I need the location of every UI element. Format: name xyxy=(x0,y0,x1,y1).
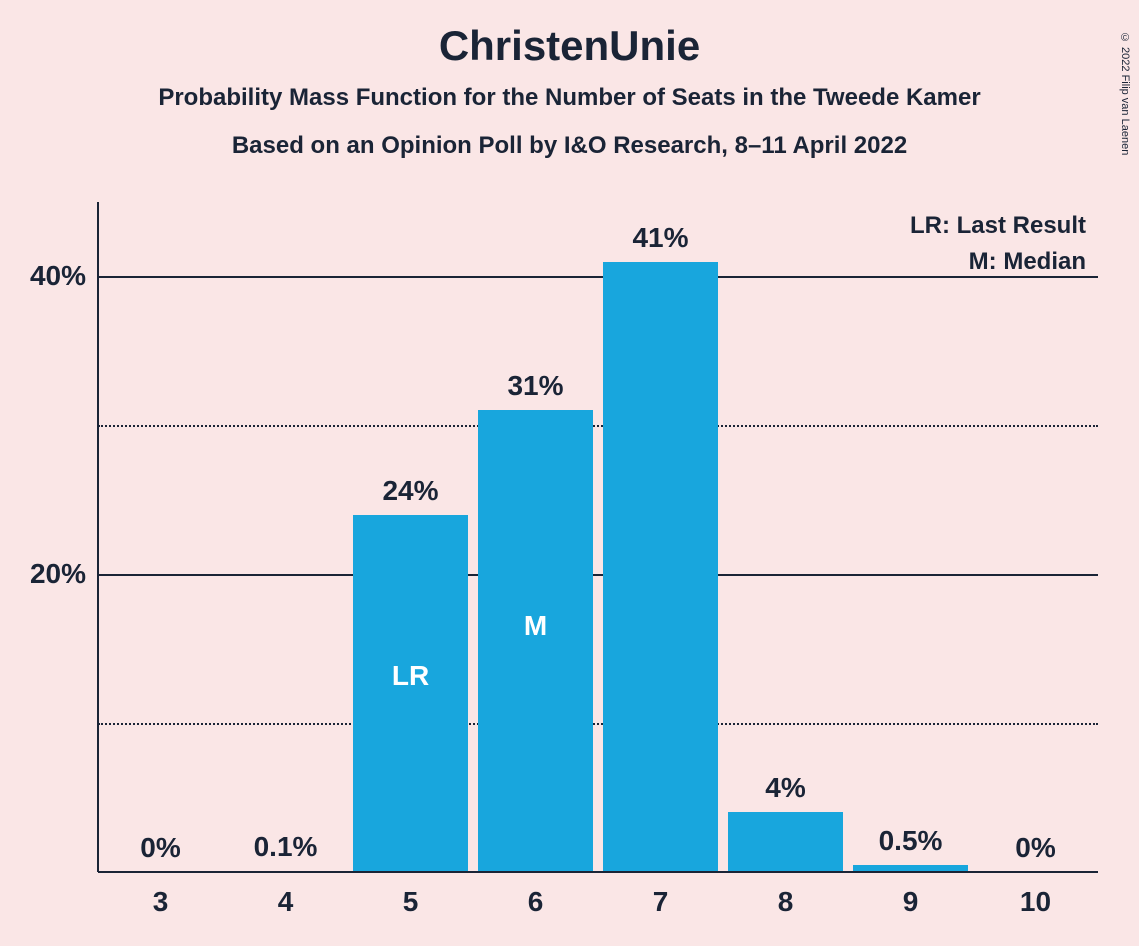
bar: 31%M xyxy=(478,410,593,872)
copyright-text: © 2022 Filip van Laenen xyxy=(1119,32,1131,155)
bar-inner-label: M xyxy=(524,610,547,642)
x-tick-label: 9 xyxy=(903,886,919,918)
x-tick-label: 3 xyxy=(153,886,169,918)
x-tick-label: 6 xyxy=(528,886,544,918)
chart-subtitle-1: Probability Mass Function for the Number… xyxy=(0,84,1139,112)
bar-value-label: 41% xyxy=(632,222,688,254)
bar-value-label: 0.5% xyxy=(879,825,943,857)
bar: 41% xyxy=(603,262,718,872)
bar: 24%LR xyxy=(353,515,468,872)
legend-line: LR: Last Result xyxy=(910,208,1086,244)
bar: 4% xyxy=(728,812,843,872)
chart-subtitle-2: Based on an Opinion Poll by I&O Research… xyxy=(0,132,1139,160)
y-tick-label: 40% xyxy=(30,260,86,292)
gridline-minor xyxy=(98,425,1098,427)
bar-inner-label: LR xyxy=(392,660,429,692)
y-tick-label: 20% xyxy=(30,558,86,590)
bar-value-label: 31% xyxy=(507,370,563,402)
bar-value-label: 4% xyxy=(765,772,805,804)
legend-line: M: Median xyxy=(910,244,1086,280)
x-tick-label: 7 xyxy=(653,886,669,918)
gridline-major xyxy=(98,574,1098,576)
x-tick-label: 5 xyxy=(403,886,419,918)
y-axis xyxy=(97,202,99,872)
gridline-minor xyxy=(98,723,1098,725)
bar-value-label: 0.1% xyxy=(254,831,318,863)
x-axis xyxy=(98,871,1098,873)
x-tick-label: 8 xyxy=(778,886,794,918)
chart-title: ChristenUnie xyxy=(0,22,1139,70)
bar-value-label: 24% xyxy=(382,475,438,507)
legend: LR: Last ResultM: Median xyxy=(910,208,1086,280)
bar-value-label: 0% xyxy=(1015,832,1055,864)
bar-value-label: 0% xyxy=(140,832,180,864)
x-tick-label: 10 xyxy=(1020,886,1051,918)
x-tick-label: 4 xyxy=(278,886,294,918)
chart-plot-area: 20%40%0%30.1%424%LR531%M641%74%80.5%90%1… xyxy=(98,202,1098,872)
